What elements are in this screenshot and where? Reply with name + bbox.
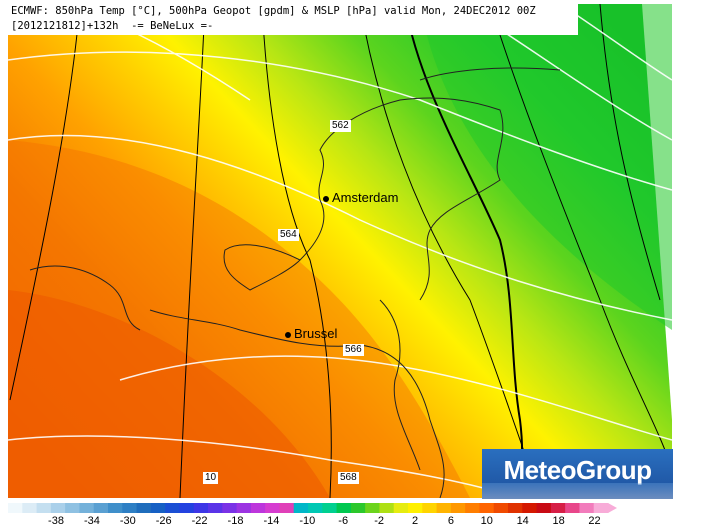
colorbar-tick-label: -6 xyxy=(338,515,349,527)
colorbar-swatch xyxy=(150,503,166,513)
colorbar-swatch xyxy=(422,503,438,513)
colorbar-tick-label: -18 xyxy=(227,515,244,527)
colorbar-swatch xyxy=(93,503,109,513)
colorbar-swatch xyxy=(593,503,609,513)
colorbar-tick-label: -2 xyxy=(374,515,384,527)
colorbar-tick-label: -22 xyxy=(191,515,208,527)
geopot-label-564: 564 xyxy=(278,229,299,241)
colorbar-swatch xyxy=(579,503,595,513)
colorbar-swatch xyxy=(165,503,180,513)
title-line-1: ECMWF: 850hPa Temp [°C], 500hPa Geopot [… xyxy=(11,5,536,17)
colorbar-swatch xyxy=(450,503,466,513)
colorbar-swatch xyxy=(108,503,123,513)
colorbar-swatch xyxy=(250,503,266,513)
colorbar-tick-label: -26 xyxy=(155,515,172,527)
geopotential-lines xyxy=(9,3,673,499)
hot-band xyxy=(8,290,330,498)
colorbar-swatch xyxy=(550,503,566,513)
colorbar-swatch xyxy=(465,503,480,513)
colorbar-swatch xyxy=(279,503,295,513)
colorbar-swatch xyxy=(379,503,395,513)
mslp-lines xyxy=(7,3,673,499)
colorbar-swatch xyxy=(436,503,452,513)
colorbar-swatch xyxy=(536,503,552,513)
colorbar-tick-label: 14 xyxy=(516,515,529,527)
thick-geopot-line xyxy=(404,3,524,499)
colorbar-tick-label: 18 xyxy=(552,515,565,527)
geopot-label-566: 566 xyxy=(343,344,364,356)
colorbar-swatch xyxy=(508,503,523,513)
colorbar-swatch xyxy=(193,503,209,513)
colorbar-swatch xyxy=(393,503,409,513)
colorbar-swatch xyxy=(293,503,309,513)
colorbar-swatch xyxy=(350,503,366,513)
colorbar-swatch xyxy=(122,503,138,513)
temperature-colorbar xyxy=(8,503,617,513)
colorbar-swatch xyxy=(136,503,152,513)
title-line-2: [2012121812]+132h -= BeNeLux =- xyxy=(11,20,214,32)
colorbar-swatch xyxy=(336,503,352,513)
colorbar-tick-label: 6 xyxy=(447,515,454,527)
colorbar-swatch xyxy=(36,503,52,513)
colorbar-swatch xyxy=(65,503,80,513)
colorbar-swatch xyxy=(236,503,252,513)
city-label: Brussel xyxy=(294,326,338,341)
logo-wave xyxy=(482,483,673,499)
colorbar-swatch xyxy=(365,503,380,513)
city-dot-icon xyxy=(285,331,291,338)
colorbar-tick-label: 2 xyxy=(411,515,419,527)
colorbar-swatch xyxy=(322,503,338,513)
colorbar-tick-label: 10 xyxy=(480,515,493,527)
colorbar-swatch xyxy=(493,503,509,513)
colorbar-tick-label: -14 xyxy=(263,515,280,527)
colorbar-swatch xyxy=(522,503,538,513)
colorbar-swatch xyxy=(222,503,238,513)
geopot-label-562: 562 xyxy=(330,120,351,132)
map-title: ECMWF: 850hPa Temp [°C], 500hPa Geopot [… xyxy=(8,3,578,35)
colorbar-arrow xyxy=(608,503,617,513)
colorbar-tick-label: -34 xyxy=(83,515,100,527)
colorbar-swatch xyxy=(79,503,95,513)
city-label: Amsterdam xyxy=(332,190,399,205)
mslp-label-10: 10 xyxy=(203,472,219,484)
colorbar-tick-label: -38 xyxy=(48,515,64,527)
geopot-label-568: 568 xyxy=(338,472,359,484)
colorbar-swatch xyxy=(50,503,66,513)
colorbar-swatch xyxy=(8,503,23,513)
city-brussel: Brussel xyxy=(285,326,337,341)
logo-text: MeteoGroup xyxy=(503,455,652,485)
colorbar-swatch xyxy=(408,503,423,513)
colorbar-swatch xyxy=(308,503,323,513)
colorbar-swatch xyxy=(265,503,280,513)
colorbar-swatch xyxy=(208,503,223,513)
colorbar-swatch xyxy=(479,503,495,513)
city-dot-icon xyxy=(323,195,329,202)
colorbar-tick-label: 22 xyxy=(588,515,601,527)
colorbar-swatch xyxy=(22,503,38,513)
colorbar-tick-label: -30 xyxy=(119,515,136,527)
colorbar-tick-label: -10 xyxy=(299,515,316,527)
colorbar-swatch xyxy=(179,503,195,513)
city-amsterdam: Amsterdam xyxy=(323,190,398,205)
meteogroup-logo: MeteoGroup xyxy=(482,449,673,499)
colorbar-swatch xyxy=(565,503,580,513)
